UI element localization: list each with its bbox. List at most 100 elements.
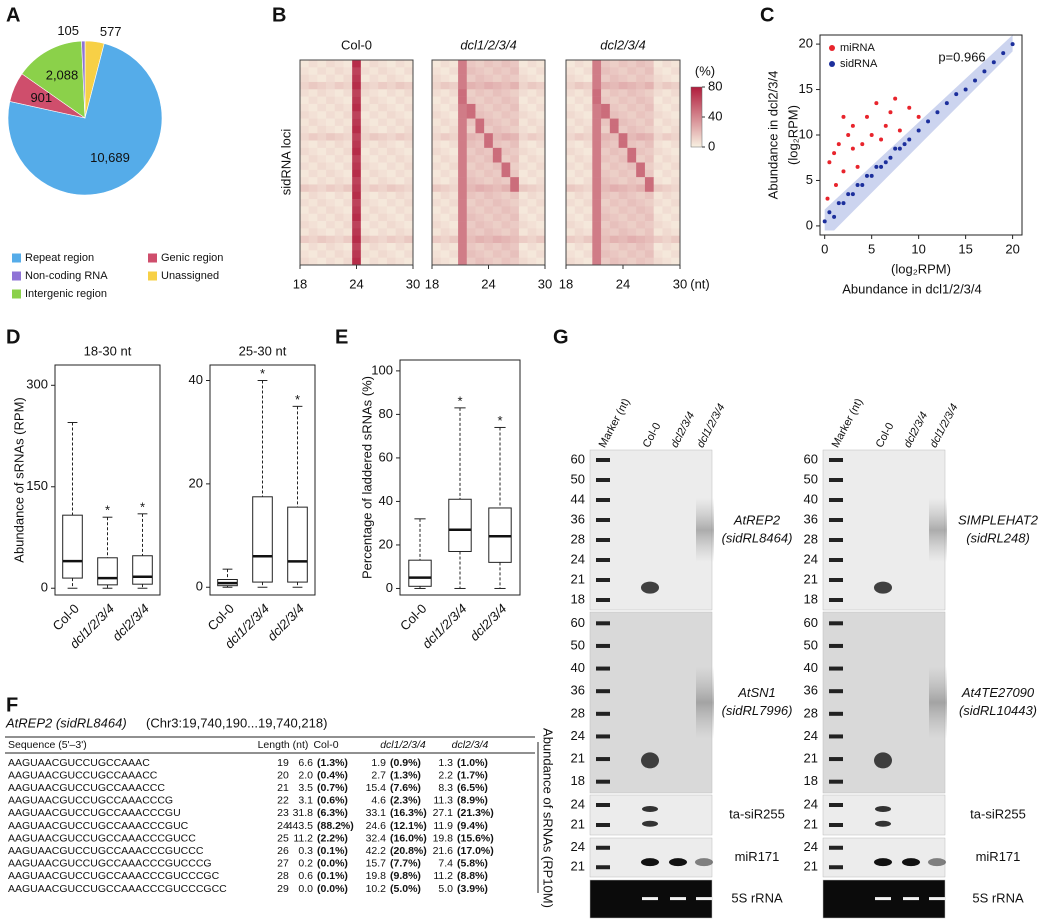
heatmap-cell [395,133,405,141]
heatmap-cell [440,96,450,105]
table-cell: (7.7%) [390,858,421,870]
heatmap-cell [636,81,646,90]
heatmap-cell [317,228,327,237]
heatmap-cell [458,155,468,163]
heatmap-cell [574,177,584,185]
table-cell: 28 [277,870,289,882]
heatmap-cell [432,147,441,156]
colorbar [690,86,703,148]
heatmap-cell [609,81,619,90]
heatmap-cell [601,184,611,193]
scatter-point [916,114,921,119]
x-tick-label: 0 [821,241,828,256]
heatmap-cell [395,199,405,207]
heatmap-cell [527,81,537,90]
scatter-point [822,219,827,224]
heatmap-cell [527,147,537,156]
marker-band [829,823,843,827]
heatmap-cell [308,221,318,229]
heatmap-cell [360,89,370,97]
heatmap-cell [458,74,468,83]
heatmap-cell [484,243,494,251]
heatmap-cell [432,162,441,171]
heatmap-cell [566,169,576,178]
heatmap-cell [636,140,646,149]
heatmap-cell [662,147,672,156]
heatmap-cell [583,67,593,75]
heatmap-cell [644,67,654,75]
heatmap-cell [369,118,379,127]
heatmap-cell [492,125,502,134]
heatmap-cell [609,162,619,171]
heatmap-cell [484,103,494,112]
scatter-point [836,201,841,206]
heatmap-cell [449,140,459,149]
marker-band [829,803,843,807]
colorbar-title: (%) [695,63,715,78]
heatmap-cell [378,155,388,163]
heatmap-cell [566,221,576,229]
heatmap-cell [592,81,602,90]
heatmap-cell [466,111,476,119]
heatmap-cell [440,111,450,119]
heatmap-cell [536,81,546,90]
heatmap-cell [326,155,336,163]
heatmap-cell [300,155,309,163]
table-cell: (21.3%) [457,807,494,819]
heatmap-cell [671,162,681,171]
heatmap-cell [653,162,663,171]
scatter-point [841,114,846,119]
heatmap-cell [484,228,494,237]
significance-mark: * [140,499,145,514]
heatmap-cell [592,89,602,97]
heatmap-cell [574,147,584,156]
heatmap-cell [432,257,441,266]
heatmap-cell [671,140,681,149]
heatmap-cell [492,228,502,237]
heatmap-cell [601,147,611,156]
heatmap-cell [369,206,379,215]
heatmap-cell [627,89,637,97]
table-cell: (3.9%) [457,883,488,895]
heatmap-cell [475,140,485,149]
heatmap-cell [395,235,405,244]
heatmap-cell [671,213,681,222]
heatmap-cell [644,257,654,266]
heatmap-cell [386,162,396,171]
heatmap-cell [300,191,309,200]
heatmap-cell [440,118,450,127]
table-cell: 6.6 [298,757,313,769]
heatmap-cell [343,74,353,83]
heatmap-cell [317,155,327,163]
heatmap-cell [618,221,628,229]
heatmap-cell [574,111,584,119]
heatmap-cell [458,191,468,200]
heatmap-cell [671,221,681,229]
heatmap-cell [317,60,327,68]
marker-band [596,643,610,648]
heatmap-cell [510,118,520,127]
heatmap-cell [404,118,414,127]
significance-mark: * [457,393,462,408]
heatmap-cell [627,162,637,171]
marker-band [829,689,843,694]
heatmap-cell [352,81,362,90]
legend-swatch [148,271,157,281]
heatmap-cell [395,169,405,178]
marker-band [596,734,610,739]
table-cell: AAGUAACGUCCUGCCAAAC [8,757,150,769]
heatmap-cell [475,228,485,237]
heatmap-cell [378,169,388,178]
heatmap-cell [592,206,602,215]
heatmap-cell [601,155,611,163]
heatmap-cell [510,133,520,141]
table-cell: 0.0 [298,883,313,895]
table-cell: (0.9%) [390,757,421,769]
heatmap-cell [592,228,602,237]
heatmap-cell [334,235,344,244]
heatmap-cell [662,162,672,171]
scatter-point [832,214,837,219]
significance-mark: * [105,503,110,518]
heatmap-cell [440,89,450,97]
heatmap-cell [510,96,520,105]
